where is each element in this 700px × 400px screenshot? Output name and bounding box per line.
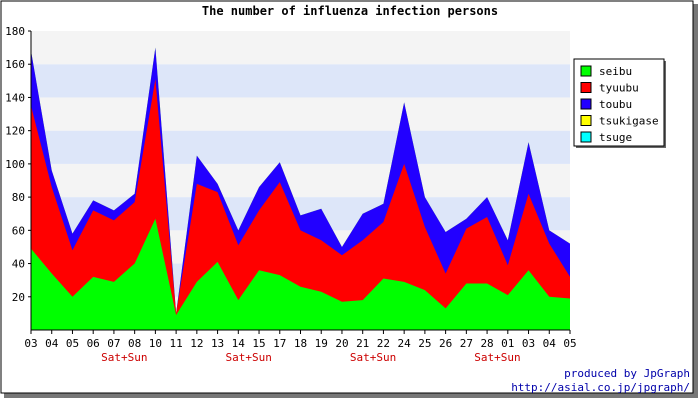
x-tick-labels: 03 04 05 06 07 08 10 11 12 13 14 15 17 18 19 20 21 22 24 25… xyxy=(24,337,576,350)
x-tick-label: 19 xyxy=(315,337,328,350)
x-tick-label: 11 xyxy=(169,337,182,350)
legend-label-tsuge: tsuge xyxy=(599,131,632,144)
x-tick-label: 27 xyxy=(460,337,473,350)
plot-areas xyxy=(31,47,570,331)
x-tick-label: 04 xyxy=(543,337,557,350)
legend-label-tsukigase: tsukigase xyxy=(599,115,659,128)
y-tick-label: 20 xyxy=(12,291,25,304)
y-tick-label: 60 xyxy=(12,224,25,237)
y-tick-labels: 20 40 60 80 100 120 140 160 180 xyxy=(5,25,25,304)
legend-swatch-tyuubu xyxy=(580,82,592,93)
legend-label-toubu: toubu xyxy=(599,98,632,111)
plot-axes xyxy=(28,30,571,334)
x-tick-label: 21 xyxy=(356,337,369,350)
x-tick-label: 05 xyxy=(66,337,79,350)
grid-band xyxy=(31,130,570,164)
y-tick-label: 120 xyxy=(5,125,25,138)
chart-title: The number of influenza infection person… xyxy=(202,4,498,18)
x-annotation: Sat+Sun xyxy=(474,351,520,364)
x-tick-label: 08 xyxy=(128,337,141,350)
x-tick-label: 03 xyxy=(24,337,37,350)
y-tick-label: 80 xyxy=(12,191,25,204)
x-tick-label: 22 xyxy=(377,337,390,350)
grid-band xyxy=(31,97,570,131)
y-tick-label: 100 xyxy=(5,158,25,171)
legend-label-seibu: seibu xyxy=(599,65,632,78)
x-tick-label: 04 xyxy=(45,337,59,350)
x-annotations: Sat+Sun Sat+Sun Sat+Sun Sat+Sun xyxy=(101,351,521,364)
footer-credit: produced by JpGraph xyxy=(564,367,690,380)
legend-swatch-tsuge xyxy=(580,131,592,143)
footer-url: http://asial.co.jp/jpgraph/ xyxy=(511,381,690,394)
y-tick-label: 160 xyxy=(5,58,25,71)
legend-swatch-seibu xyxy=(580,65,592,77)
legend-label-tyuubu: tyuubu xyxy=(599,82,639,95)
legend-swatch-tsukigase xyxy=(580,115,592,126)
x-tick-label: 01 xyxy=(501,337,514,350)
x-tick-label: 12 xyxy=(190,337,203,350)
x-annotation: Sat+Sun xyxy=(350,351,396,364)
x-tick-label: 10 xyxy=(149,337,162,350)
y-tick-label: 40 xyxy=(12,258,25,271)
x-tick-label: 15 xyxy=(252,337,265,350)
area-seibu xyxy=(31,218,570,330)
x-tick-label: 28 xyxy=(480,337,493,350)
x-annotation: Sat+Sun xyxy=(101,351,147,364)
x-tick-label: 20 xyxy=(335,337,348,350)
grid-band xyxy=(31,64,570,98)
x-tick-label: 18 xyxy=(294,337,307,350)
x-tick-label: 26 xyxy=(439,337,452,350)
x-tick-label: 13 xyxy=(211,337,224,350)
x-tick-label: 07 xyxy=(107,337,120,350)
x-tick-label: 03 xyxy=(522,337,535,350)
x-tick-label: 25 xyxy=(418,337,431,350)
y-tick-label: 140 xyxy=(5,91,25,104)
x-tick-label: 17 xyxy=(273,337,286,350)
x-tick-label: 24 xyxy=(398,337,412,350)
legend-swatch-toubu xyxy=(580,98,592,110)
grid-band xyxy=(31,31,570,65)
x-tick-label: 06 xyxy=(87,337,100,350)
legend: seibu tyuubu toubu tsukigase tsuge xyxy=(573,58,666,148)
x-tick-label: 05 xyxy=(563,337,576,350)
x-annotation: Sat+Sun xyxy=(225,351,271,364)
x-tick-label: 14 xyxy=(232,337,246,350)
grid-band xyxy=(31,163,570,198)
y-tick-label: 180 xyxy=(5,25,25,38)
